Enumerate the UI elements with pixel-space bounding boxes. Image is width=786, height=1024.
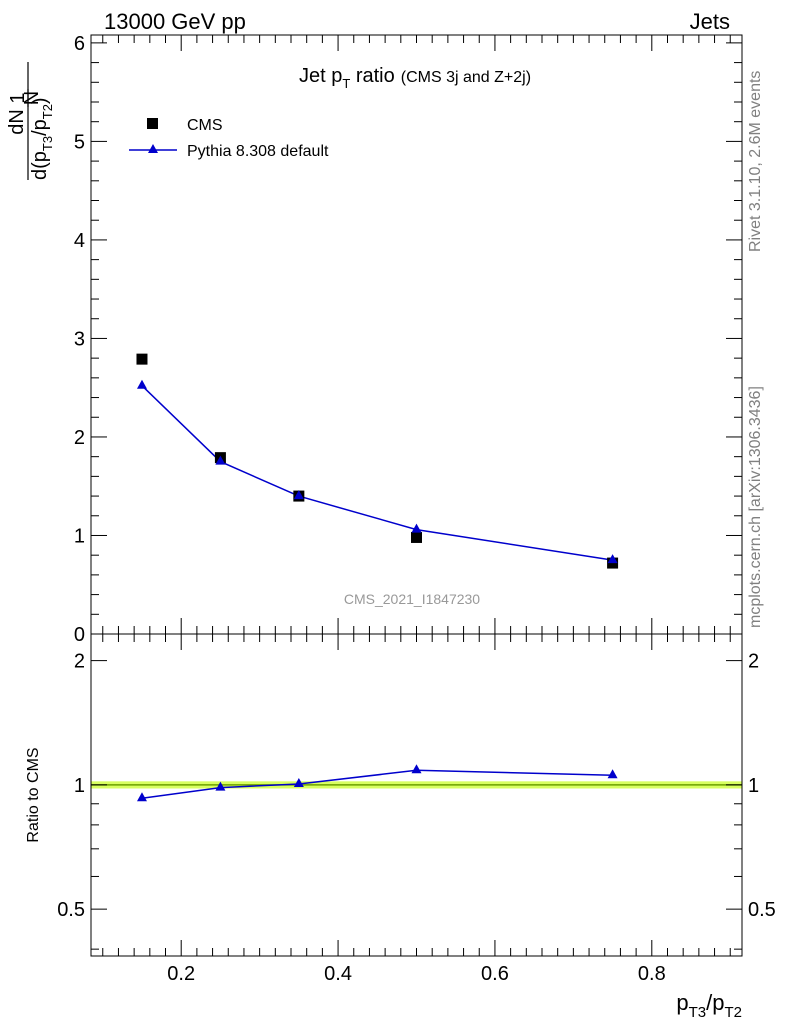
y-tick-label: 1 [74,525,85,547]
ratio-y-tick-label: 1 [74,775,85,797]
rivet-info: Rivet 3.1.10, 2.6M events [747,71,764,252]
main-series [136,353,619,569]
y-tick-label: 4 [74,230,85,252]
ylabel-n: N [21,91,43,105]
ratio-y-tick-label: 0.5 [57,899,85,921]
main-x-ticks [102,35,731,634]
ylabel-denominator: d(pT3/pT2) [29,97,55,180]
main-title: Jet pT ratio (CMS 3j and Z+2j) [299,65,531,91]
analysis-watermark: CMS_2021_I1847230 [344,591,480,607]
ratio-y-ticks: 0.5 0.5 1 1 2 2 [57,651,776,950]
ratio-point [293,777,304,787]
ratio-frame [90,633,743,957]
pythia-point [293,490,304,500]
ratio-y-tick-label-right: 0.5 [748,899,776,921]
ylabel-one: 1 [7,92,29,103]
ratio-point [411,764,422,774]
x-tick-label: 0.6 [481,963,509,985]
cms-point [136,353,148,365]
legend-pythia-marker [148,144,158,153]
y-tick-label: 0 [74,624,85,646]
x-tick-label: 0.4 [324,963,352,985]
legend-pythia-label: Pythia 8.308 default [187,143,329,160]
ratio-y-tick-label-right: 1 [748,775,759,797]
pythia-point [136,379,147,389]
ratio-point [215,781,226,791]
main-ylabel-fraction: dN d(pT3/pT2) [6,62,55,180]
legend-cms-marker [147,118,158,129]
cms-point [411,531,422,543]
x-axis-label: pT3/pT2 [676,990,742,1021]
legend-cms-label: CMS [187,117,223,134]
ratio-panel: 0.5 0.5 1 1 2 2 0.2 0.4 0.6 0.8 Ratio to CMS pT3… [25,633,776,1021]
ratio-y-tick-label-right: 2 [748,651,759,673]
pythia-point [411,523,422,533]
ratio-ylabel: Ratio to CMS [25,747,42,842]
pythia-point [215,455,226,465]
mcplots-info: mcplots.cern.ch [arXiv:1306.3436] [747,386,764,628]
pythia-line [141,385,613,561]
main-y-ticks: 0 1 2 3 4 5 6 [74,33,742,646]
y-tick-label: 3 [74,328,85,350]
main-panel: Jet pT ratio (CMS 3j and Z+2j) CMS_2021_I… [6,33,743,646]
ratio-point [136,792,147,802]
legend: CMS Pythia 8.308 default [129,117,329,160]
y-tick-label: 5 [74,131,85,153]
ratio-x-ticks: 0.2 0.4 0.6 0.8 [102,634,731,985]
category-label: Jets [690,9,730,34]
pythia-point [607,554,618,564]
ratio-series [136,764,618,802]
x-tick-label: 0.2 [167,963,195,985]
ratio-y-tick-label: 2 [74,651,85,673]
y-tick-label: 6 [74,33,85,55]
ylabel-numerator: dN [6,109,28,135]
ratio-point [607,769,618,779]
x-tick-label: 0.8 [638,963,666,985]
y-tick-label: 2 [74,427,85,449]
energy-label: 13000 GeV pp [104,9,246,34]
